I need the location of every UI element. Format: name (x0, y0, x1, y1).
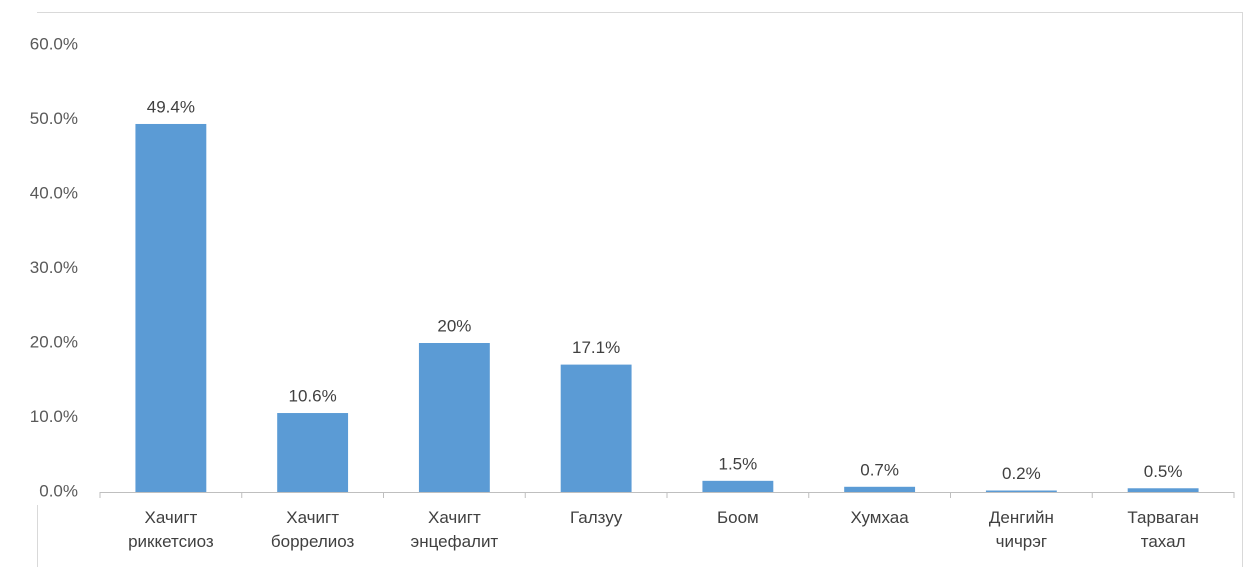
bar (135, 123, 207, 492)
x-tick-label: Галзуу (570, 508, 623, 527)
y-tick-label: 60.0% (30, 34, 78, 53)
bar (277, 413, 349, 492)
bar (985, 490, 1057, 492)
data-label: 17.1% (572, 338, 620, 357)
y-tick-label: 20.0% (30, 332, 78, 351)
data-label: 20% (437, 316, 471, 335)
data-label: 0.7% (860, 460, 899, 479)
y-tick-label: 50.0% (30, 109, 78, 128)
y-tick-label: 40.0% (30, 183, 78, 202)
bar (844, 486, 916, 492)
y-tick-label: 10.0% (30, 407, 78, 426)
y-tick-label: 0.0% (39, 481, 78, 500)
data-label: 49.4% (147, 97, 195, 116)
bar (702, 480, 774, 492)
x-tick-label: Хачигт риккетсиоз (128, 508, 214, 551)
bar (418, 343, 490, 492)
x-tick-label: Тарваган тахал (1127, 508, 1199, 551)
data-label: 1.5% (719, 454, 758, 473)
data-label: 10.6% (289, 387, 337, 406)
x-tick-label: Денгийн чичрэг (988, 508, 1054, 551)
data-label: 0.5% (1144, 462, 1183, 481)
x-tick-label: Боом (716, 508, 759, 527)
x-tick-label: Хачигт энцефалит (410, 508, 499, 551)
x-tick-label: Хачигт боррелиоз (270, 508, 355, 551)
x-tick-label: Хумхаа (850, 508, 909, 527)
y-tick-label: 30.0% (30, 258, 78, 277)
data-label: 0.2% (1002, 464, 1041, 483)
bar (1127, 488, 1199, 492)
bar (560, 364, 632, 492)
